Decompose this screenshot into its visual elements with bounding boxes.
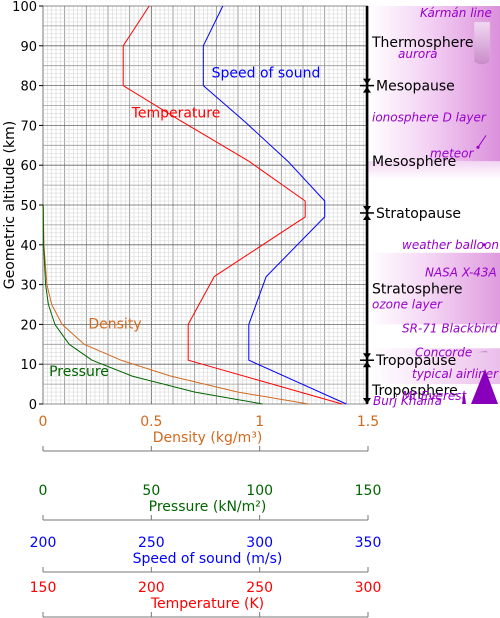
y-tick-label: 70 (20, 119, 37, 134)
series-line-pressure (42, 204, 263, 405)
pause-arrow-up (363, 361, 371, 368)
bottom-tick-label: 50 (142, 483, 160, 499)
series-lines (42, 5, 347, 405)
y-axis: Geometric altitude (km) 0 10 20 30 40 50 60 70 8… (2, 0, 43, 413)
pause-arrow-up (363, 213, 371, 220)
layer-label: Troposphere (371, 383, 458, 399)
meteor-icon (477, 135, 487, 148)
bottom-tick-label: 1 (255, 414, 264, 430)
annotation-label: ozone layer (372, 298, 443, 312)
bottom-tick-label: 200 (138, 580, 165, 596)
layer-label: Stratopause (376, 206, 461, 222)
aurora-icon (473, 21, 491, 65)
pause-arrow-down (363, 78, 371, 85)
bottom-tick-label: 300 (355, 580, 382, 596)
bottom-tick-label: 150 (355, 483, 382, 499)
weather-balloon-icon (482, 243, 486, 247)
bottom-tick-label: 150 (30, 580, 57, 596)
annotation-label: weather balloon (402, 238, 499, 252)
aircraft-icon (485, 271, 495, 273)
series-label: Density (88, 316, 141, 332)
series-labels: Temperature Speed of sound Density Pressure (49, 66, 320, 381)
shading-fade (368, 161, 500, 180)
bottom-tick-label: 200 (30, 535, 57, 551)
meteor-head-icon (476, 145, 480, 149)
y-tick-label: 10 (20, 358, 37, 373)
annotation-label: Concorde (415, 345, 472, 359)
shading-band-2 (368, 252, 500, 325)
bottom-tick-label: 300 (246, 535, 273, 551)
annotation-label: meteor (430, 146, 475, 160)
layer-label: Mesosphere (372, 154, 456, 170)
annotation-label: ionosphere D layer (372, 110, 487, 124)
annotation-label: typical airliner (412, 367, 499, 381)
annotation-label: aurora (398, 47, 438, 61)
y-tick-label: 0 (29, 398, 37, 413)
series-label: Pressure (49, 364, 109, 380)
bottom-axis-label: Density (kg/m³) (153, 430, 263, 446)
y-tick-label: 30 (20, 279, 37, 294)
y-tick-label: 80 (20, 80, 37, 95)
annotation-label: SR-71 Blackbird (402, 321, 498, 335)
shading-band-3 (368, 348, 500, 385)
layer-bar-arrow-down (363, 398, 371, 404)
pause-arrow-up (363, 86, 371, 93)
bottom-tick-label: 0.5 (140, 414, 162, 430)
bottom-tick-label: 250 (138, 535, 165, 551)
pause-arrow-down (363, 353, 371, 360)
bottom-axis-label: Temperature (K) (150, 596, 264, 612)
annotation-label: NASA X-43A (425, 266, 497, 280)
series-line-temperature (122, 5, 343, 405)
aircraft-icon (478, 350, 488, 353)
y-tick-label: 60 (20, 159, 37, 174)
series-label: Temperature (131, 105, 221, 121)
layer-label: Thermosphere (371, 35, 473, 51)
aircraft-icon (482, 326, 492, 329)
y-tick-label: 20 (20, 318, 37, 333)
series-line-speed-of-sound (202, 5, 347, 405)
pause-arrow-down (363, 205, 371, 212)
annotation-label: Mt Everest (402, 389, 468, 403)
bottom-axis-label: Speed of sound (m/s) (133, 551, 283, 567)
annotations: Kármán line aurora ionosphere D layer meteo… (372, 6, 499, 408)
y-tick-label: 40 (20, 239, 37, 254)
bottom-tick-label: 350 (355, 535, 382, 551)
bottom-tick-label: 0 (39, 483, 48, 499)
bottom-tick-label: 250 (246, 580, 273, 596)
mountain-icon (471, 368, 498, 404)
layer-bar: Troposphere Tropopause Stratosphere Stratop… (360, 6, 473, 404)
series-label: Speed of sound (212, 66, 321, 82)
layer-label: Mesopause (376, 79, 455, 95)
y-axis-label: Geometric altitude (km) (2, 121, 18, 289)
bottom-axis-label: Pressure (kN/m²) (149, 499, 267, 515)
plot-grid (42, 5, 369, 405)
tower-icon (462, 389, 466, 404)
annotation-label: Kármán line (420, 6, 492, 20)
series-line-density (42, 204, 309, 405)
bottom-tick-label: 0 (39, 414, 48, 430)
annotation-label: Burj Khalifa (373, 394, 442, 408)
y-tick-label: 90 (20, 40, 37, 55)
y-tick-label: 50 (20, 199, 37, 214)
layer-label: Stratosphere (372, 282, 463, 298)
y-tick-label: 100 (12, 0, 37, 15)
layer-label: Tropopause (375, 353, 456, 369)
bottom-tick-label: 100 (246, 483, 273, 499)
bottom-axes: 0 0.5 1 1.5 Density (kg/m³) 0 50 100 150 Pressure… (30, 414, 382, 618)
bottom-tick-label: 1.5 (357, 414, 379, 430)
